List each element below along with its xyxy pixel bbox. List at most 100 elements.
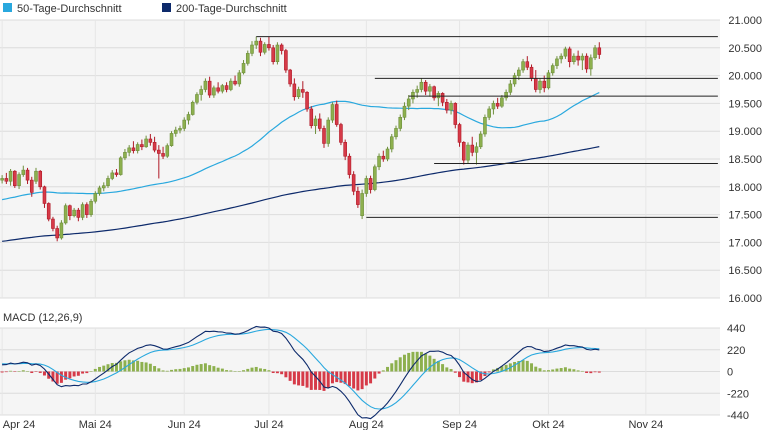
candle-body: [284, 50, 288, 71]
candle-body: [495, 103, 500, 107]
macd-histogram-bar: [479, 371, 483, 380]
candle-body: [38, 170, 43, 188]
candle-body: [593, 47, 597, 59]
candle-body: [0, 178, 4, 181]
candle-body: [309, 108, 314, 126]
macd-histogram-bar: [182, 368, 186, 372]
candle-body: [118, 157, 123, 175]
candle-body: [317, 118, 322, 129]
macd-histogram-bar: [546, 370, 550, 372]
candle-body: [356, 190, 360, 205]
candle-body: [85, 204, 89, 215]
macd-histogram-bar: [538, 368, 542, 372]
macd-histogram-bar: [292, 371, 296, 385]
price-tick-label: 17.000: [728, 237, 762, 249]
macd-histogram-bar: [199, 364, 203, 372]
candle-body: [500, 97, 504, 107]
macd-histogram-bar: [254, 366, 258, 372]
macd-tick-label: 0: [727, 367, 733, 379]
candle-body: [512, 75, 517, 85]
candle-body: [326, 119, 331, 144]
macd-histogram-bar: [470, 371, 474, 384]
candle-body: [555, 58, 559, 66]
macd-histogram-bar: [284, 371, 288, 378]
macd-histogram-bar: [64, 371, 68, 380]
candle-body: [521, 61, 525, 71]
macd-histogram-bar: [119, 361, 123, 372]
candle-body: [449, 103, 453, 111]
candle-body: [466, 144, 470, 161]
candle-body: [423, 81, 428, 92]
macd-histogram-bar: [271, 371, 275, 374]
candle-body: [457, 124, 462, 143]
macd-histogram-bar: [237, 371, 241, 372]
candle-body: [491, 103, 496, 110]
price-tick-label: 20.000: [728, 71, 762, 83]
macd-histogram-bar: [369, 371, 373, 384]
macd-histogram-bar: [93, 368, 97, 372]
macd-histogram-bar: [415, 351, 419, 372]
candle-body: [34, 170, 38, 182]
candle-body: [123, 152, 127, 159]
candle-body: [212, 87, 216, 96]
macd-histogram-bar: [157, 368, 161, 372]
candle-body: [250, 44, 254, 54]
macd-histogram-bar: [347, 371, 351, 387]
macd-histogram-bar: [136, 360, 140, 372]
price-tick-label: 18.500: [728, 154, 762, 166]
candle-body: [368, 178, 373, 190]
macd-histogram-bar: [246, 368, 250, 372]
macd-histogram-bar: [551, 369, 555, 372]
candle-body: [110, 172, 115, 179]
macd-histogram-bar: [458, 371, 462, 378]
support-resistance-lines: [256, 36, 718, 218]
macd-histogram-bar: [106, 364, 110, 372]
x-tick-label: Apr 24: [3, 419, 35, 430]
macd-histogram-bar: [275, 371, 279, 374]
candle-body: [453, 103, 458, 125]
macd-histogram-bar: [280, 371, 284, 375]
candle-body: [394, 128, 398, 138]
candle-body: [550, 65, 555, 74]
x-axis: Apr 24 Mai 24 Jun 24 Jul 24 Aug 24 Sep 24 Okt …: [3, 419, 664, 430]
candle-body: [546, 72, 551, 89]
macd-histogram-bar: [466, 371, 470, 383]
macd-histogram-bar: [250, 367, 254, 372]
macd-histogram-bar: [131, 360, 135, 372]
candle-body: [559, 55, 563, 60]
candle-body: [93, 193, 98, 202]
macd-histogram-bar: [212, 366, 216, 372]
candle-body: [216, 87, 220, 92]
candle-body: [292, 83, 297, 98]
price-tick-label: 16.500: [728, 265, 762, 277]
candle-body: [597, 47, 602, 55]
macd-histogram-bar: [186, 367, 190, 372]
macd-histogram-bar: [59, 371, 63, 383]
candle-body: [114, 172, 119, 175]
candle-body: [398, 117, 403, 129]
candle-body: [178, 128, 182, 131]
candle-body: [173, 129, 178, 134]
macd-histogram-bar: [42, 371, 46, 376]
candle-body: [347, 155, 352, 175]
macd-histogram-bar: [555, 368, 559, 372]
candle-body: [584, 55, 589, 70]
candle-body: [589, 57, 593, 70]
candle-body: [360, 193, 364, 217]
candle-body: [288, 69, 292, 85]
macd-histogram-bar: [597, 371, 601, 373]
macd-histogram-bar: [174, 369, 178, 372]
candle-body: [432, 86, 436, 99]
legend-label-sma200: 200-Tage-Durchschnitt: [176, 3, 287, 15]
candle-body: [72, 209, 76, 217]
candle-body: [275, 44, 280, 63]
candle-body: [445, 101, 449, 111]
candle-body: [419, 81, 424, 90]
macd-histogram-bar: [402, 354, 406, 372]
x-tick-label: Aug 24: [349, 419, 384, 430]
macd-histogram-bar: [220, 368, 224, 372]
macd-histogram-bar: [191, 366, 195, 372]
macd-histogram-bar: [356, 371, 360, 391]
macd-histogram-bar: [559, 368, 563, 372]
macd-histogram-bar: [21, 370, 25, 372]
